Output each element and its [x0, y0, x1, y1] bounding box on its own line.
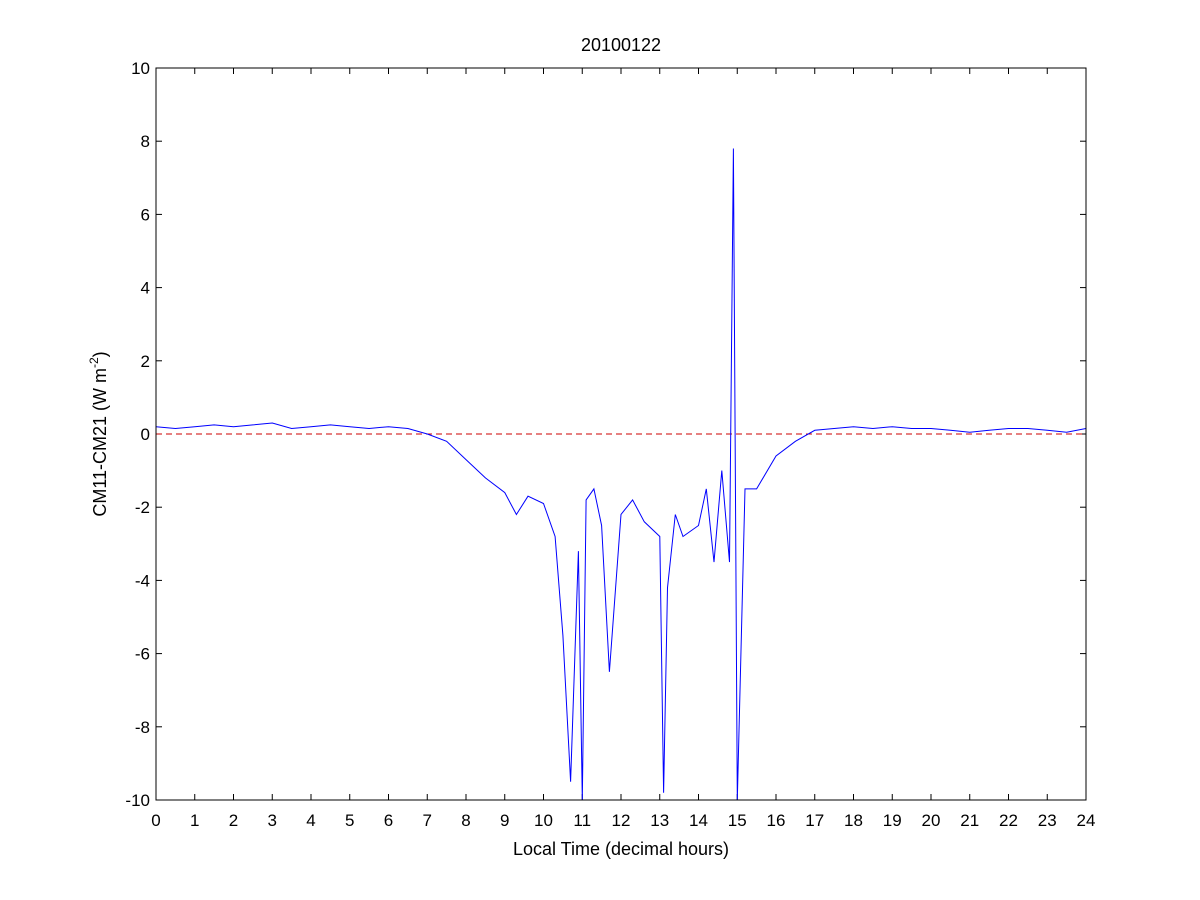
y-tick-label: -2: [135, 498, 150, 517]
x-tick-label: 9: [500, 811, 509, 830]
y-axis-label-superscript: -2: [87, 357, 101, 368]
y-tick-label: 0: [141, 425, 150, 444]
x-tick-label: 24: [1077, 811, 1096, 830]
y-tick-label: 8: [141, 132, 150, 151]
x-tick-label: 12: [612, 811, 631, 830]
x-axis-ticks: 0 1 2 3 4 5 6 7 8 9 10 11 12 13 14 15 16 17 18 19 20 21 22 23 24: [151, 68, 1095, 830]
x-tick-label: 22: [999, 811, 1018, 830]
x-tick-label: 21: [960, 811, 979, 830]
x-tick-label: 11: [573, 811, 591, 830]
x-tick-label: 8: [461, 811, 470, 830]
y-tick-label: -8: [135, 718, 150, 737]
x-tick-label: 0: [151, 811, 160, 830]
y-tick-label: -10: [125, 791, 150, 810]
x-tick-label: 2: [229, 811, 238, 830]
x-tick-label: 5: [345, 811, 354, 830]
y-axis-label: CM11-CM21 (W m-2): [87, 351, 110, 516]
plot-frame: [155, 67, 1087, 801]
y-axis-label-close: ): [90, 351, 110, 357]
y-tick-label: -4: [135, 571, 150, 590]
x-tick-label: 10: [534, 811, 553, 830]
x-tick-label: 3: [268, 811, 277, 830]
y-axis-ticks: -10 -8 -6 -4 -2 0 2 4 6 8 10: [125, 59, 1086, 810]
x-tick-label: 13: [650, 811, 669, 830]
y-tick-label: 6: [141, 205, 150, 224]
x-tick-label: 18: [844, 811, 863, 830]
x-tick-label: 20: [922, 811, 941, 830]
x-tick-label: 14: [689, 811, 708, 830]
x-tick-label: 1: [190, 811, 199, 830]
y-tick-label: -6: [135, 645, 150, 664]
series-line-1: [155, 148, 1087, 801]
x-tick-label: 23: [1038, 811, 1057, 830]
y-tick-label: 4: [141, 279, 150, 298]
y-tick-label: 2: [141, 352, 150, 371]
series-layer: [155, 148, 1087, 801]
x-tick-label: 17: [805, 811, 824, 830]
y-tick-label: 10: [131, 59, 150, 78]
chart-title: 20100122: [581, 35, 661, 55]
x-tick-label: 19: [883, 811, 902, 830]
x-tick-label: 15: [728, 811, 747, 830]
x-axis-label: Local Time (decimal hours): [513, 839, 729, 859]
x-tick-label: 6: [384, 811, 393, 830]
x-tick-label: 16: [767, 811, 786, 830]
y-axis-label-main: CM11-CM21 (W m: [90, 368, 110, 517]
x-tick-label: 4: [306, 811, 315, 830]
x-tick-label: 7: [423, 811, 432, 830]
